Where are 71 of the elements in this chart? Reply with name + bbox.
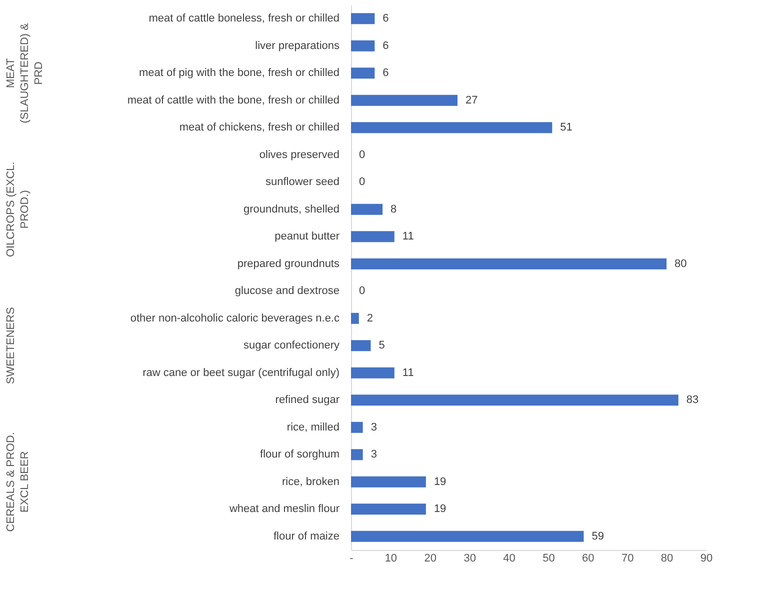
x-tick-label: 20	[424, 552, 437, 564]
y-tick-label: peanut butter	[274, 230, 340, 243]
text: SWEETENERS	[5, 307, 17, 384]
x-tick-label: -	[350, 552, 354, 564]
data-label: 51	[560, 122, 572, 134]
data-label: 59	[592, 530, 604, 542]
bar	[351, 13, 375, 24]
x-tick-label: 80	[660, 552, 674, 564]
x-tick-label: 30	[464, 552, 476, 564]
bar	[351, 476, 426, 488]
x-tick-label: 10	[384, 552, 398, 564]
data-label: 0	[359, 285, 366, 298]
text: CEREALS & PROD. EXCL BEER	[5, 432, 31, 532]
text: OILCROPS (EXCL. PROD.)	[5, 162, 31, 258]
bar	[351, 449, 363, 460]
bar	[351, 94, 458, 106]
y-tick-label: olives preserved	[259, 148, 340, 161]
y-tick-label: raw cane or beet sugar (centrifugal only)	[142, 366, 340, 379]
x-tick-label: 60	[582, 552, 594, 564]
data-label: 80	[674, 258, 687, 270]
data-label: 5	[378, 340, 385, 352]
y-tick-label: wheat and meslin flour	[228, 503, 340, 516]
data-label: 2	[366, 312, 374, 324]
bar	[351, 258, 667, 270]
bar	[351, 204, 383, 215]
bar	[351, 504, 426, 515]
x-tick-label: 70	[621, 552, 634, 564]
bar	[351, 394, 678, 406]
x-tick-label: 50	[542, 552, 555, 564]
data-label: 0	[359, 148, 366, 161]
bar	[351, 231, 394, 242]
x-tick-label: 90	[700, 552, 713, 564]
bar	[351, 312, 359, 324]
data-label: 11	[402, 366, 414, 379]
y-tick-label: refined sugar	[275, 394, 340, 406]
y-tick-label: groundnuts, shelled	[243, 203, 340, 216]
data-label: 6	[382, 12, 389, 25]
data-label: 19	[434, 503, 446, 516]
y-tick-label: sunflower seed	[266, 176, 340, 188]
data-label: 3	[370, 421, 377, 434]
data-label: 27	[466, 94, 478, 106]
y-tick-label: rice, milled	[286, 421, 340, 434]
y-tick-label: sugar confectionery	[244, 340, 340, 352]
data-label: 0	[359, 176, 366, 188]
data-label: 6	[382, 67, 389, 80]
data-label: 83	[686, 394, 699, 406]
y-tick-label: meat of cattle with the bone, fresh or chilled	[127, 94, 340, 106]
y-tick-label: flour of sorghum	[260, 448, 340, 461]
bar	[351, 367, 394, 378]
y-tick-label: other non-alcoholic caloric beverages n.e.c	[130, 312, 340, 324]
y-tick-label: prepared groundnuts	[237, 258, 340, 270]
bar	[351, 340, 371, 352]
y-tick-label: meat of cattle boneless, fresh or chilled	[148, 12, 340, 25]
data-label: 19	[434, 476, 446, 488]
y-tick-label: meat of pig with the bone, fresh or chilled	[138, 67, 340, 80]
data-label: 8	[390, 203, 397, 216]
x-tick-label: 40	[503, 552, 516, 564]
bar	[351, 122, 552, 134]
data-label: 6	[382, 40, 389, 52]
data-label: 11	[402, 230, 414, 243]
bar	[351, 68, 375, 79]
y-tick-label: meat of chickens, fresh or chilled	[179, 122, 340, 134]
data-label: 3	[370, 448, 377, 461]
y-tick-label: glucose and dextrose	[234, 285, 340, 298]
bar	[351, 530, 584, 542]
y-tick-label: liver preparations	[255, 40, 340, 52]
y-tick-label: flour of maize	[273, 530, 340, 542]
text: MEAT (SLAUGHTERED) & PRD	[5, 22, 45, 124]
bar	[351, 422, 363, 433]
bar	[351, 40, 375, 52]
y-tick-label: rice, broken	[282, 476, 340, 488]
